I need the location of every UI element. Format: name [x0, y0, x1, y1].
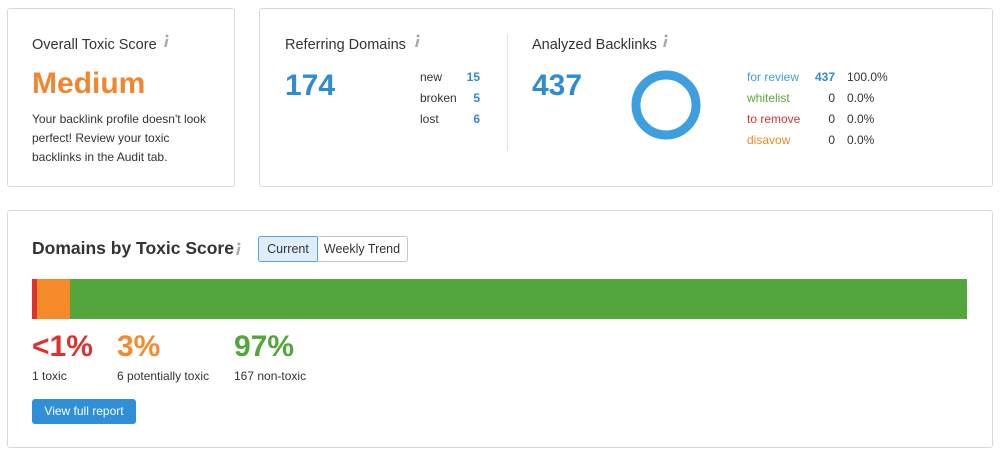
card-title: Overall Toxic Score [32, 37, 157, 53]
group-label: non-toxic [257, 369, 307, 383]
row-label: whitelist [747, 91, 790, 105]
row-count: 0 [828, 91, 835, 105]
tab-current[interactable]: Current [258, 236, 318, 262]
group-percent: 3% [117, 330, 161, 363]
group-count: 167 [234, 369, 255, 383]
bar-segment [32, 279, 38, 319]
donut-segment [631, 70, 701, 140]
toxic-description: Your backlink profile doesn't look perfe… [32, 112, 206, 164]
card-title: Referring Domains [285, 37, 406, 53]
row-label: lost [420, 112, 439, 126]
bar-segment [69, 279, 967, 319]
card-title: Domains by Toxic Score [32, 238, 234, 258]
tab-weekly-trend[interactable]: Weekly Trend [317, 236, 408, 262]
divider [507, 34, 508, 151]
group-caption: 1 toxic [32, 369, 67, 383]
referring-total: 174 [285, 69, 336, 102]
group-caption: 6 potentially toxic [117, 369, 209, 383]
row-share: 0.0% [847, 112, 875, 126]
group-label: toxic [42, 369, 67, 383]
info-icon[interactable] [162, 34, 170, 48]
group-count: 1 [32, 369, 39, 383]
toxic-domains-card: Domains by Toxic Score View full report … [7, 210, 993, 448]
bar-segment [37, 279, 70, 319]
row-count: 6 [473, 112, 480, 126]
card-title: Analyzed Backlinks [532, 37, 657, 53]
row-share: 100.0% [847, 70, 888, 84]
row-label: for review [747, 70, 800, 84]
row-count: 437 [814, 70, 835, 84]
group-percent: 97% [234, 330, 295, 363]
row-label: broken [420, 91, 457, 105]
row-label: new [420, 70, 443, 84]
donut-chart [631, 70, 701, 140]
group-percent: <1% [32, 330, 93, 363]
row-label: to remove [747, 112, 801, 126]
info-icon[interactable] [234, 242, 242, 256]
group-caption: 167 non-toxic [234, 369, 306, 383]
info-icon[interactable] [413, 34, 421, 48]
group-count: 6 [117, 369, 124, 383]
toxic-bar [32, 279, 967, 319]
row-count: 0 [828, 133, 835, 147]
row-share: 0.0% [847, 133, 875, 147]
backlinks-card: Referring Domains 174 Analyzed Backlinks… [259, 8, 993, 187]
row-share: 0.0% [847, 91, 875, 105]
row-label: disavow [747, 133, 791, 147]
row-count: 5 [473, 91, 480, 105]
row-count: 0 [828, 112, 835, 126]
toxic-level: Medium [32, 67, 146, 100]
group-label: potentially toxic [127, 369, 210, 383]
toxic-score-card: Overall Toxic Score Medium Your backlink… [7, 8, 235, 187]
row-count: 15 [466, 70, 480, 84]
info-icon[interactable] [661, 34, 669, 48]
backlinks-total: 437 [532, 69, 583, 102]
view-report-button[interactable]: View full report [32, 399, 136, 424]
